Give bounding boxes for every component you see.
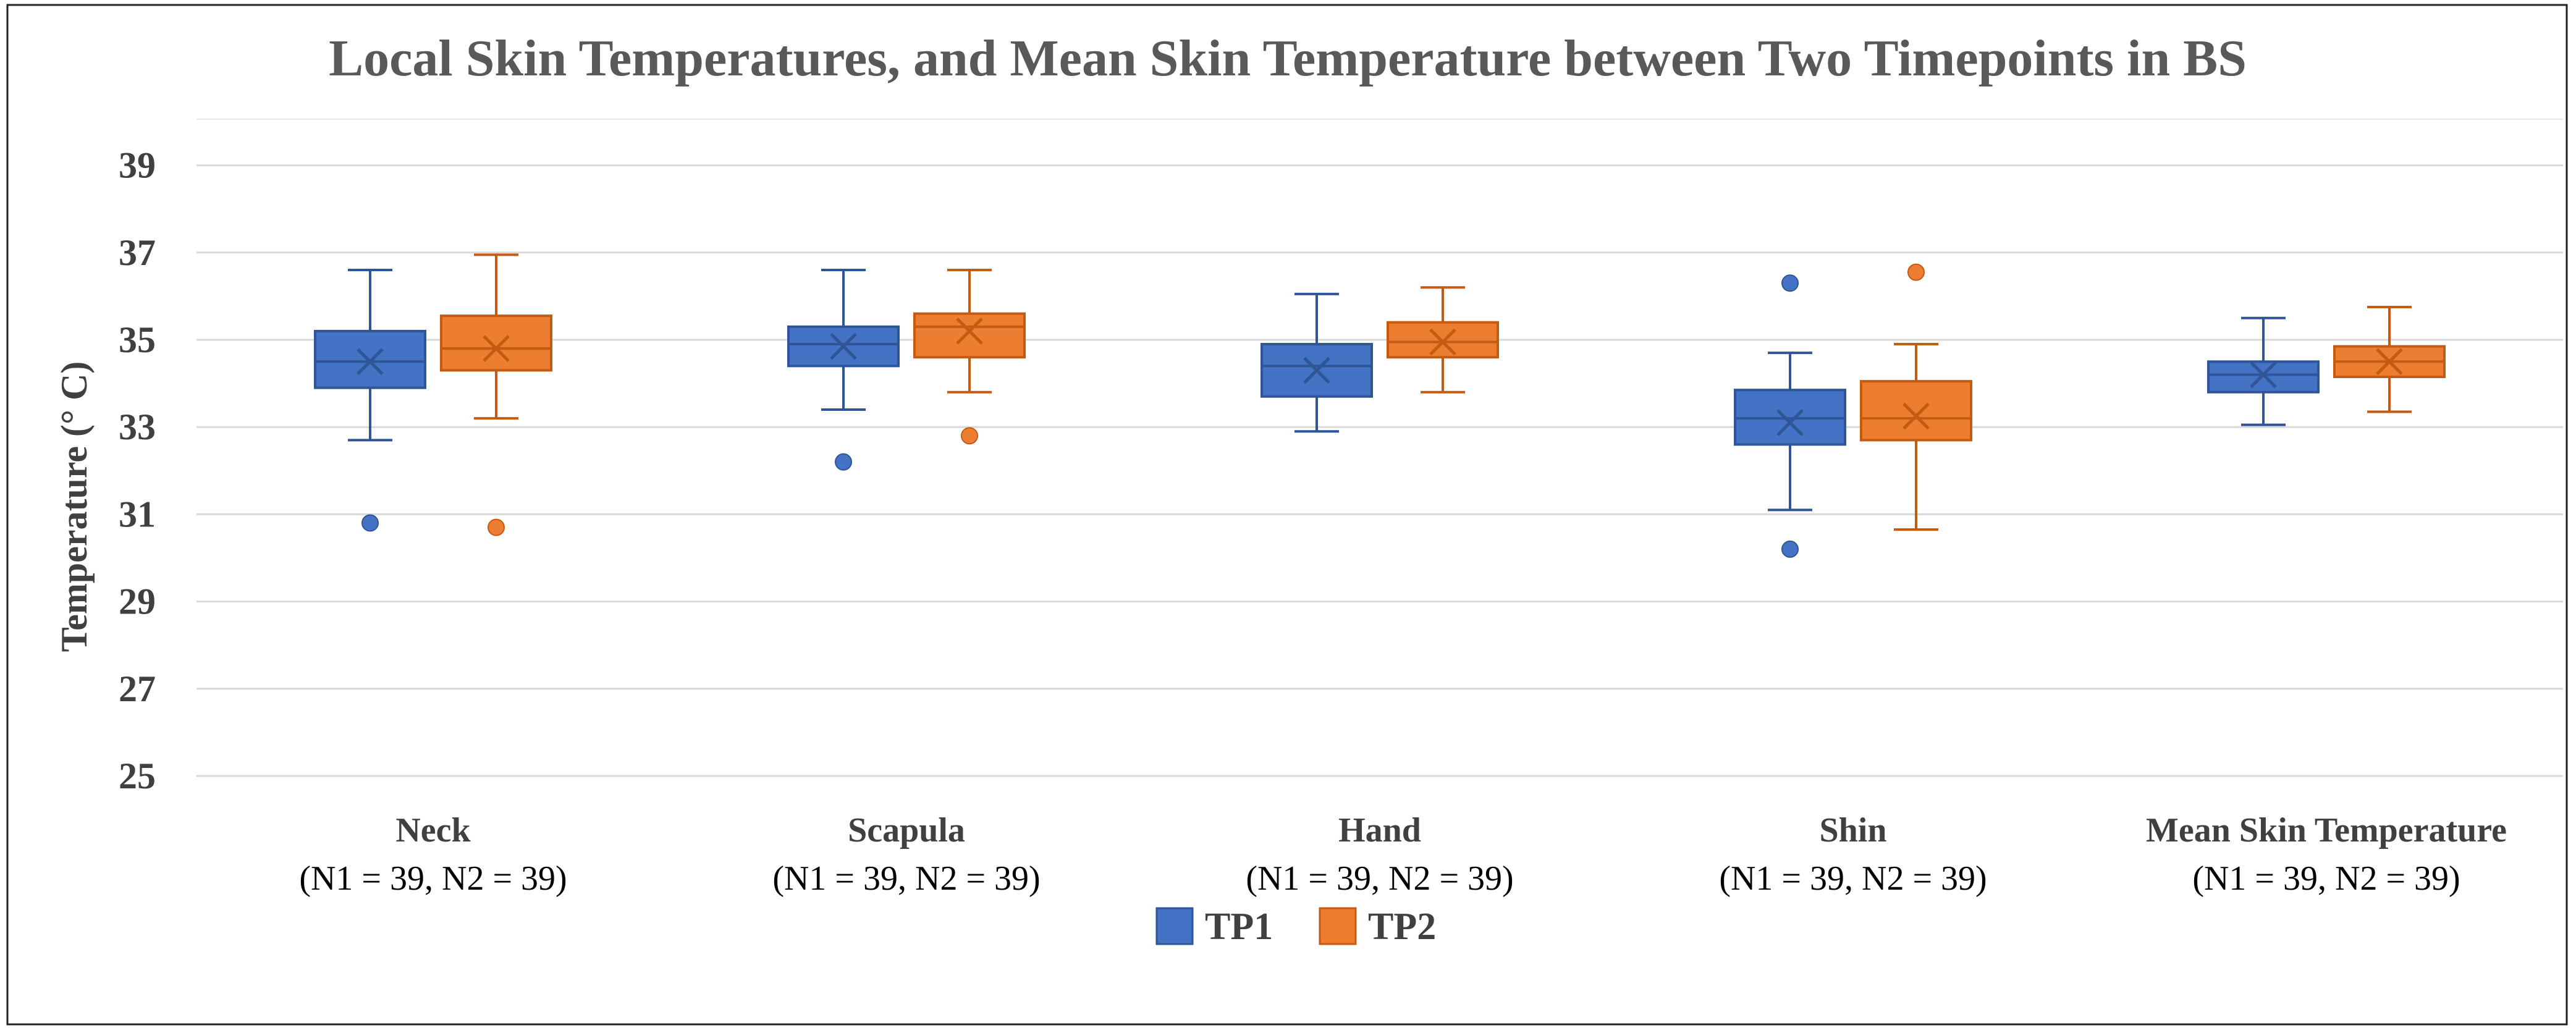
box-scapula-tp2 [913, 269, 1026, 445]
category-label: Neck [395, 811, 471, 850]
category-sample-size: (N1 = 39, N2 = 39) [772, 859, 1040, 898]
box-iqr [1860, 380, 1972, 442]
category-sample-size: (N1 = 39, N2 = 39) [2192, 859, 2460, 898]
category-labels: Neck (N1 = 39, N2 = 39) Scapula (N1 = 39, N… [299, 811, 2507, 898]
outlier-point [1907, 263, 1925, 281]
legend-swatch [1319, 907, 1357, 945]
category-sample-size: (N1 = 39, N2 = 39) [299, 859, 567, 898]
category-sample-size: (N1 = 39, N2 = 39) [1246, 859, 1513, 898]
category-label: Mean Skin Temperature [2146, 811, 2507, 850]
mean-marker [2376, 348, 2403, 376]
box-neck-tp1 [314, 269, 426, 532]
legend-swatch [1155, 907, 1194, 945]
mean-marker [1429, 328, 1456, 356]
legend: TP1 TP2 [1155, 906, 1436, 948]
box-iqr [913, 312, 1026, 359]
y-tick-label: 27 [119, 668, 156, 709]
outlier-point [1781, 540, 1799, 558]
y-tick-label: 25 [119, 756, 156, 796]
y-tick-label: 31 [119, 494, 156, 534]
y-tick-label: 39 [119, 145, 156, 186]
category-label: Shin [1820, 811, 1887, 850]
mean-marker [1303, 356, 1330, 384]
legend-label: TP2 [1368, 906, 1436, 948]
mean-marker [2250, 361, 2277, 389]
y-tick-label: 33 [119, 407, 156, 447]
legend-item-tp2: TP2 [1319, 906, 1436, 948]
category-label: Scapula [848, 811, 965, 850]
legend-label: TP1 [1205, 906, 1273, 948]
category-sample-size: (N1 = 39, N2 = 39) [1719, 859, 1987, 898]
outlier-point [488, 518, 505, 536]
box-hand-tp1 [1261, 292, 1373, 433]
category-label: Hand [1338, 811, 1421, 850]
outlier-point [1781, 274, 1799, 292]
box-mean-skin-temperature-tp1 [2207, 316, 2320, 426]
chart-title: Local Skin Temperatures, and Mean Skin T… [329, 30, 2247, 87]
box-shin-tp1 [1734, 274, 1846, 558]
outlier-point [961, 427, 978, 445]
y-axis-label: Temperature (° C) [54, 361, 95, 652]
mean-marker [483, 335, 510, 362]
legend-item-tp1: TP1 [1155, 906, 1273, 948]
mean-marker [357, 348, 384, 376]
mean-marker [956, 318, 983, 345]
box-plots [314, 253, 2446, 558]
y-axis-ticks: 25 27 29 31 33 35 37 39 [119, 145, 156, 796]
box-hand-tp2 [1387, 286, 1499, 394]
y-tick-label: 29 [119, 581, 156, 622]
box-mean-skin-temperature-tp2 [2333, 306, 2446, 413]
mean-marker [830, 332, 857, 360]
y-tick-label: 37 [119, 232, 156, 273]
mean-marker [1902, 402, 1930, 430]
box-iqr [440, 314, 552, 372]
outlier-point [835, 453, 852, 471]
mean-marker [1776, 409, 1804, 436]
outlier-point [361, 514, 379, 532]
gridlines [196, 119, 2563, 777]
box-scapula-tp1 [787, 269, 900, 471]
box-neck-tp2 [440, 253, 552, 536]
box-shin-tp2 [1860, 263, 1972, 531]
y-tick-label: 35 [119, 319, 156, 360]
